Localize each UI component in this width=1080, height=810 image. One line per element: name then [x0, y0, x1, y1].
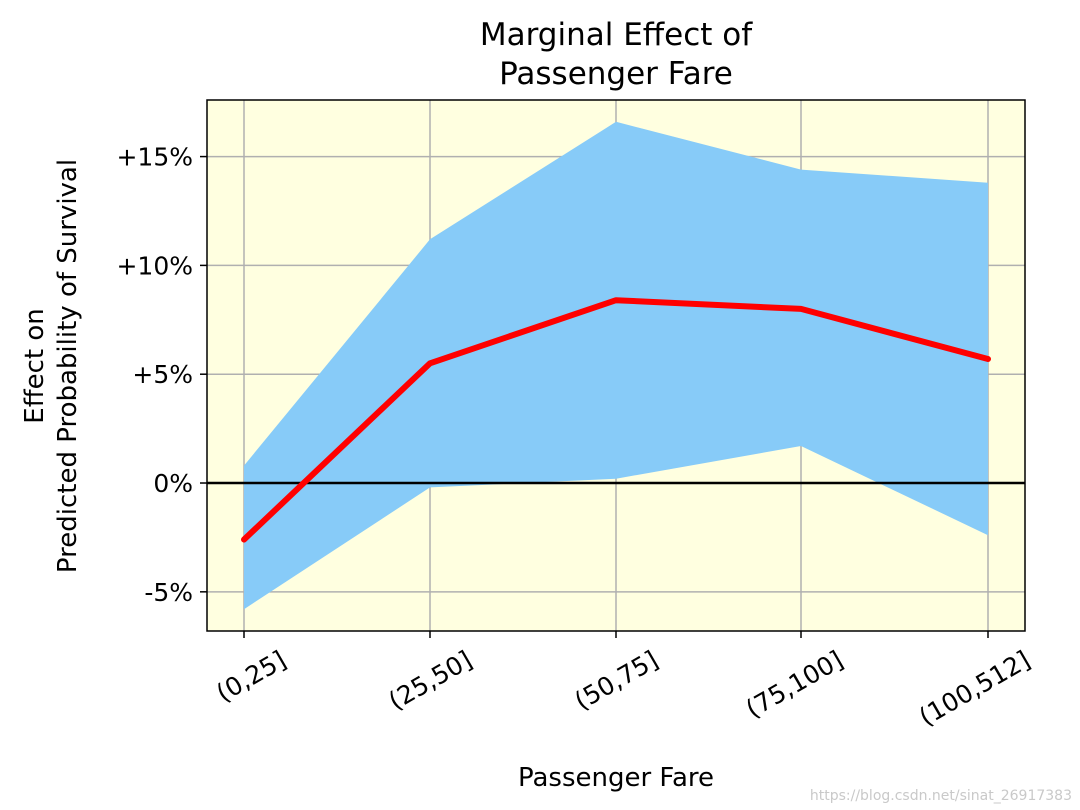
- x-axis-label: Passenger Fare: [518, 763, 714, 793]
- y-axis-label-line2: Predicted Probability of Survival: [53, 159, 83, 573]
- chart-title-line2: Passenger Fare: [499, 56, 733, 92]
- y-tick-label-1: 0%: [153, 469, 193, 498]
- y-axis-label-line1: Effect on: [20, 308, 50, 423]
- x-tick-label-4: (100,512]: [914, 645, 1035, 732]
- y-tick-label-0: -5%: [144, 578, 193, 607]
- y-tick-label-2: +5%: [132, 360, 193, 389]
- x-tick-label-3: (75,100]: [741, 645, 848, 724]
- y-axis: -5% 0% +5% +10% +15%: [116, 143, 207, 607]
- chart-title-line1: Marginal Effect of: [480, 17, 753, 53]
- x-axis: (0,25] (25,50] (50,75] (75,100] (100,512]: [211, 631, 1035, 732]
- y-tick-label-3: +10%: [116, 251, 193, 280]
- y-tick-label-4: +15%: [116, 143, 193, 172]
- x-tick-label-2: (50,75]: [570, 645, 663, 716]
- watermark: https://blog.csdn.net/sinat_26917383: [810, 788, 1072, 804]
- x-tick-label-0: (0,25]: [211, 645, 291, 708]
- x-tick-label-1: (25,50]: [384, 645, 477, 716]
- series-line-marginal-effect: [241, 297, 991, 543]
- confidence-band: [244, 121, 988, 610]
